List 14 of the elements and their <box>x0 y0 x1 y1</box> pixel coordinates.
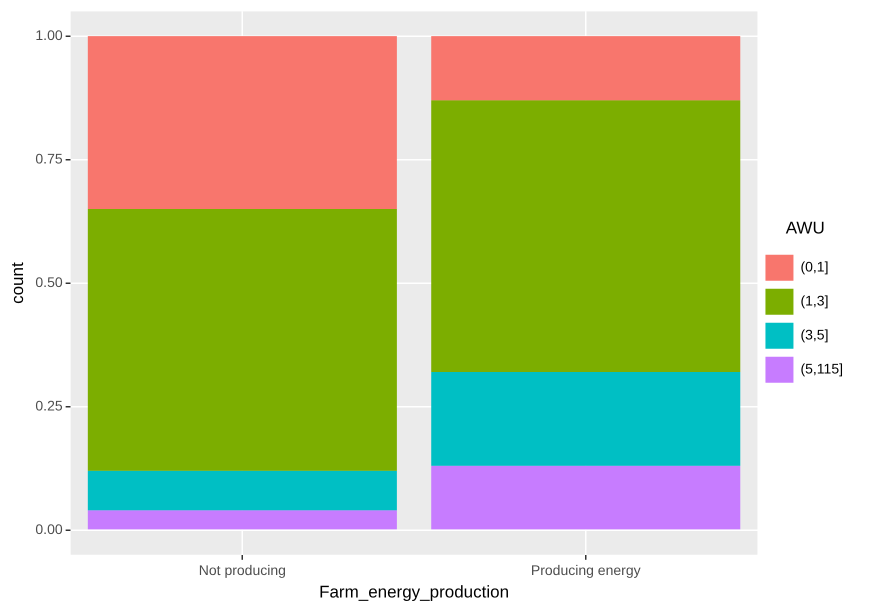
x-tick-label: Producing energy <box>530 562 641 578</box>
y-tick-label: 0.75 <box>35 150 63 166</box>
y-tick-label: 0.25 <box>35 397 63 414</box>
y-tick-label: 0.00 <box>35 520 63 537</box>
legend-title: AWU <box>786 218 825 238</box>
y-tick-label: 0.50 <box>35 274 63 290</box>
legend-label: (3,5] <box>800 326 828 343</box>
y-axis-title: count <box>8 262 27 304</box>
x-axis-title: Farm_energy_production <box>319 582 510 602</box>
legend-label: (0,1] <box>800 258 828 275</box>
legend-label: (1,3] <box>800 292 828 309</box>
y-tick-label: 1.00 <box>35 26 63 43</box>
legend-label: (5,115] <box>800 360 843 377</box>
x-tick-label: Not producing <box>198 562 286 578</box>
